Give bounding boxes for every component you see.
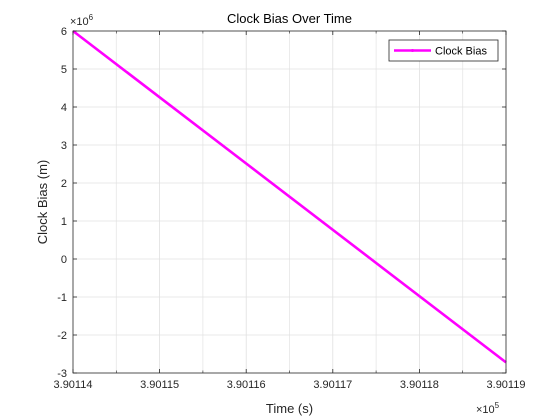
legend-box	[388, 39, 499, 62]
y-tick-label: 4	[61, 102, 67, 114]
y-multiplier-base: ×10	[70, 16, 89, 28]
y-tick-label: -2	[57, 330, 67, 342]
tick-marks	[72, 30, 507, 374]
y-tick-label: 2	[61, 178, 67, 190]
x-tick-label: 3.90116	[227, 379, 266, 391]
x-multiplier-exponent: 5	[495, 401, 500, 410]
chart-title: Clock Bias Over Time	[227, 11, 352, 26]
x-tick-label: 3.90118	[400, 379, 439, 391]
x-tick-labels: 3.90114 3.90115 3.90116 3.90117 3.90118 3.901…	[54, 379, 526, 391]
y-tick-label: 5	[61, 64, 67, 76]
legend: Clock Bias	[388, 39, 499, 62]
x-tick-label: 3.90119	[487, 379, 526, 391]
series-line-clock-bias	[72, 29, 507, 364]
legend-marker-clock-bias	[411, 49, 414, 52]
y-tick-labels: -3 -2 -1 0 1 2 3 4 5 6	[57, 26, 67, 380]
y-axis-label: Clock Bias (m)	[35, 160, 50, 245]
y-tick-label: 1	[61, 216, 67, 228]
y-tick-label: -1	[57, 292, 67, 304]
legend-label-clock-bias: Clock Bias	[435, 46, 487, 58]
y-tick-label: 0	[61, 254, 67, 266]
x-multiplier-base: ×10	[476, 404, 495, 416]
y-tick-label: -3	[57, 368, 67, 380]
y-tick-label: 6	[61, 26, 67, 38]
grid-lines	[73, 31, 506, 373]
series-layer	[72, 29, 507, 364]
y-tick-label: 3	[61, 140, 67, 152]
x-tick-label: 3.90114	[54, 379, 93, 391]
x-tick-label: 3.90115	[140, 379, 179, 391]
x-tick-label: 3.90117	[313, 379, 352, 391]
x-axis-label: Time (s)	[266, 401, 313, 416]
y-axis-multiplier: ×106	[70, 13, 94, 28]
y-multiplier-exponent: 6	[89, 13, 94, 22]
x-axis-multiplier: ×105	[476, 401, 500, 416]
